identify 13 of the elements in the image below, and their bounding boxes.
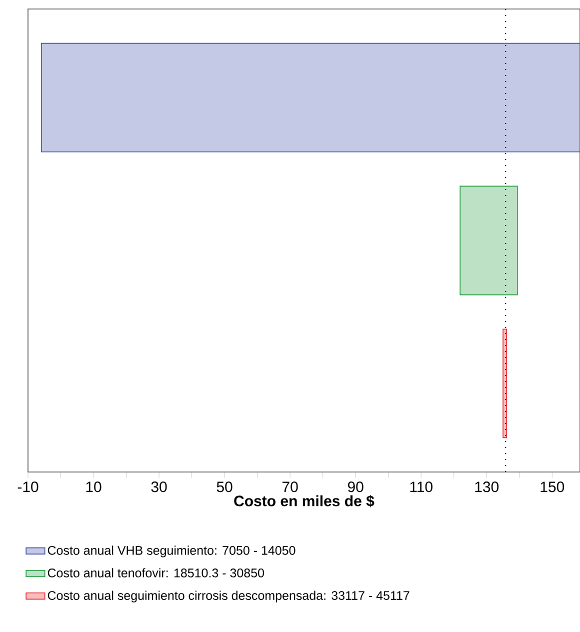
x-tick-label: 70	[282, 482, 298, 492]
x-tick-label: 10	[86, 482, 102, 492]
x-tick-label: 50	[216, 482, 232, 492]
x-tick-label: 90	[348, 482, 364, 492]
x-tick-label: 150	[540, 482, 564, 492]
x-tick-label: 30	[151, 482, 167, 492]
legend-label: Costo anual tenofovir: 18510.3 - 30850	[48, 568, 264, 578]
x-tick-label: -10	[18, 482, 38, 492]
legend-label: Costo anual VHB seguimiento: 7050 - 14050	[48, 546, 296, 558]
x-tick-label: 130	[475, 482, 499, 492]
legend-label: Costo anual seguimiento cirrosis descompensada: 33117 - 45117	[48, 590, 410, 602]
x-axis-title: Costo en miles de $	[234, 495, 374, 508]
x-tick-label: 110	[410, 482, 432, 492]
